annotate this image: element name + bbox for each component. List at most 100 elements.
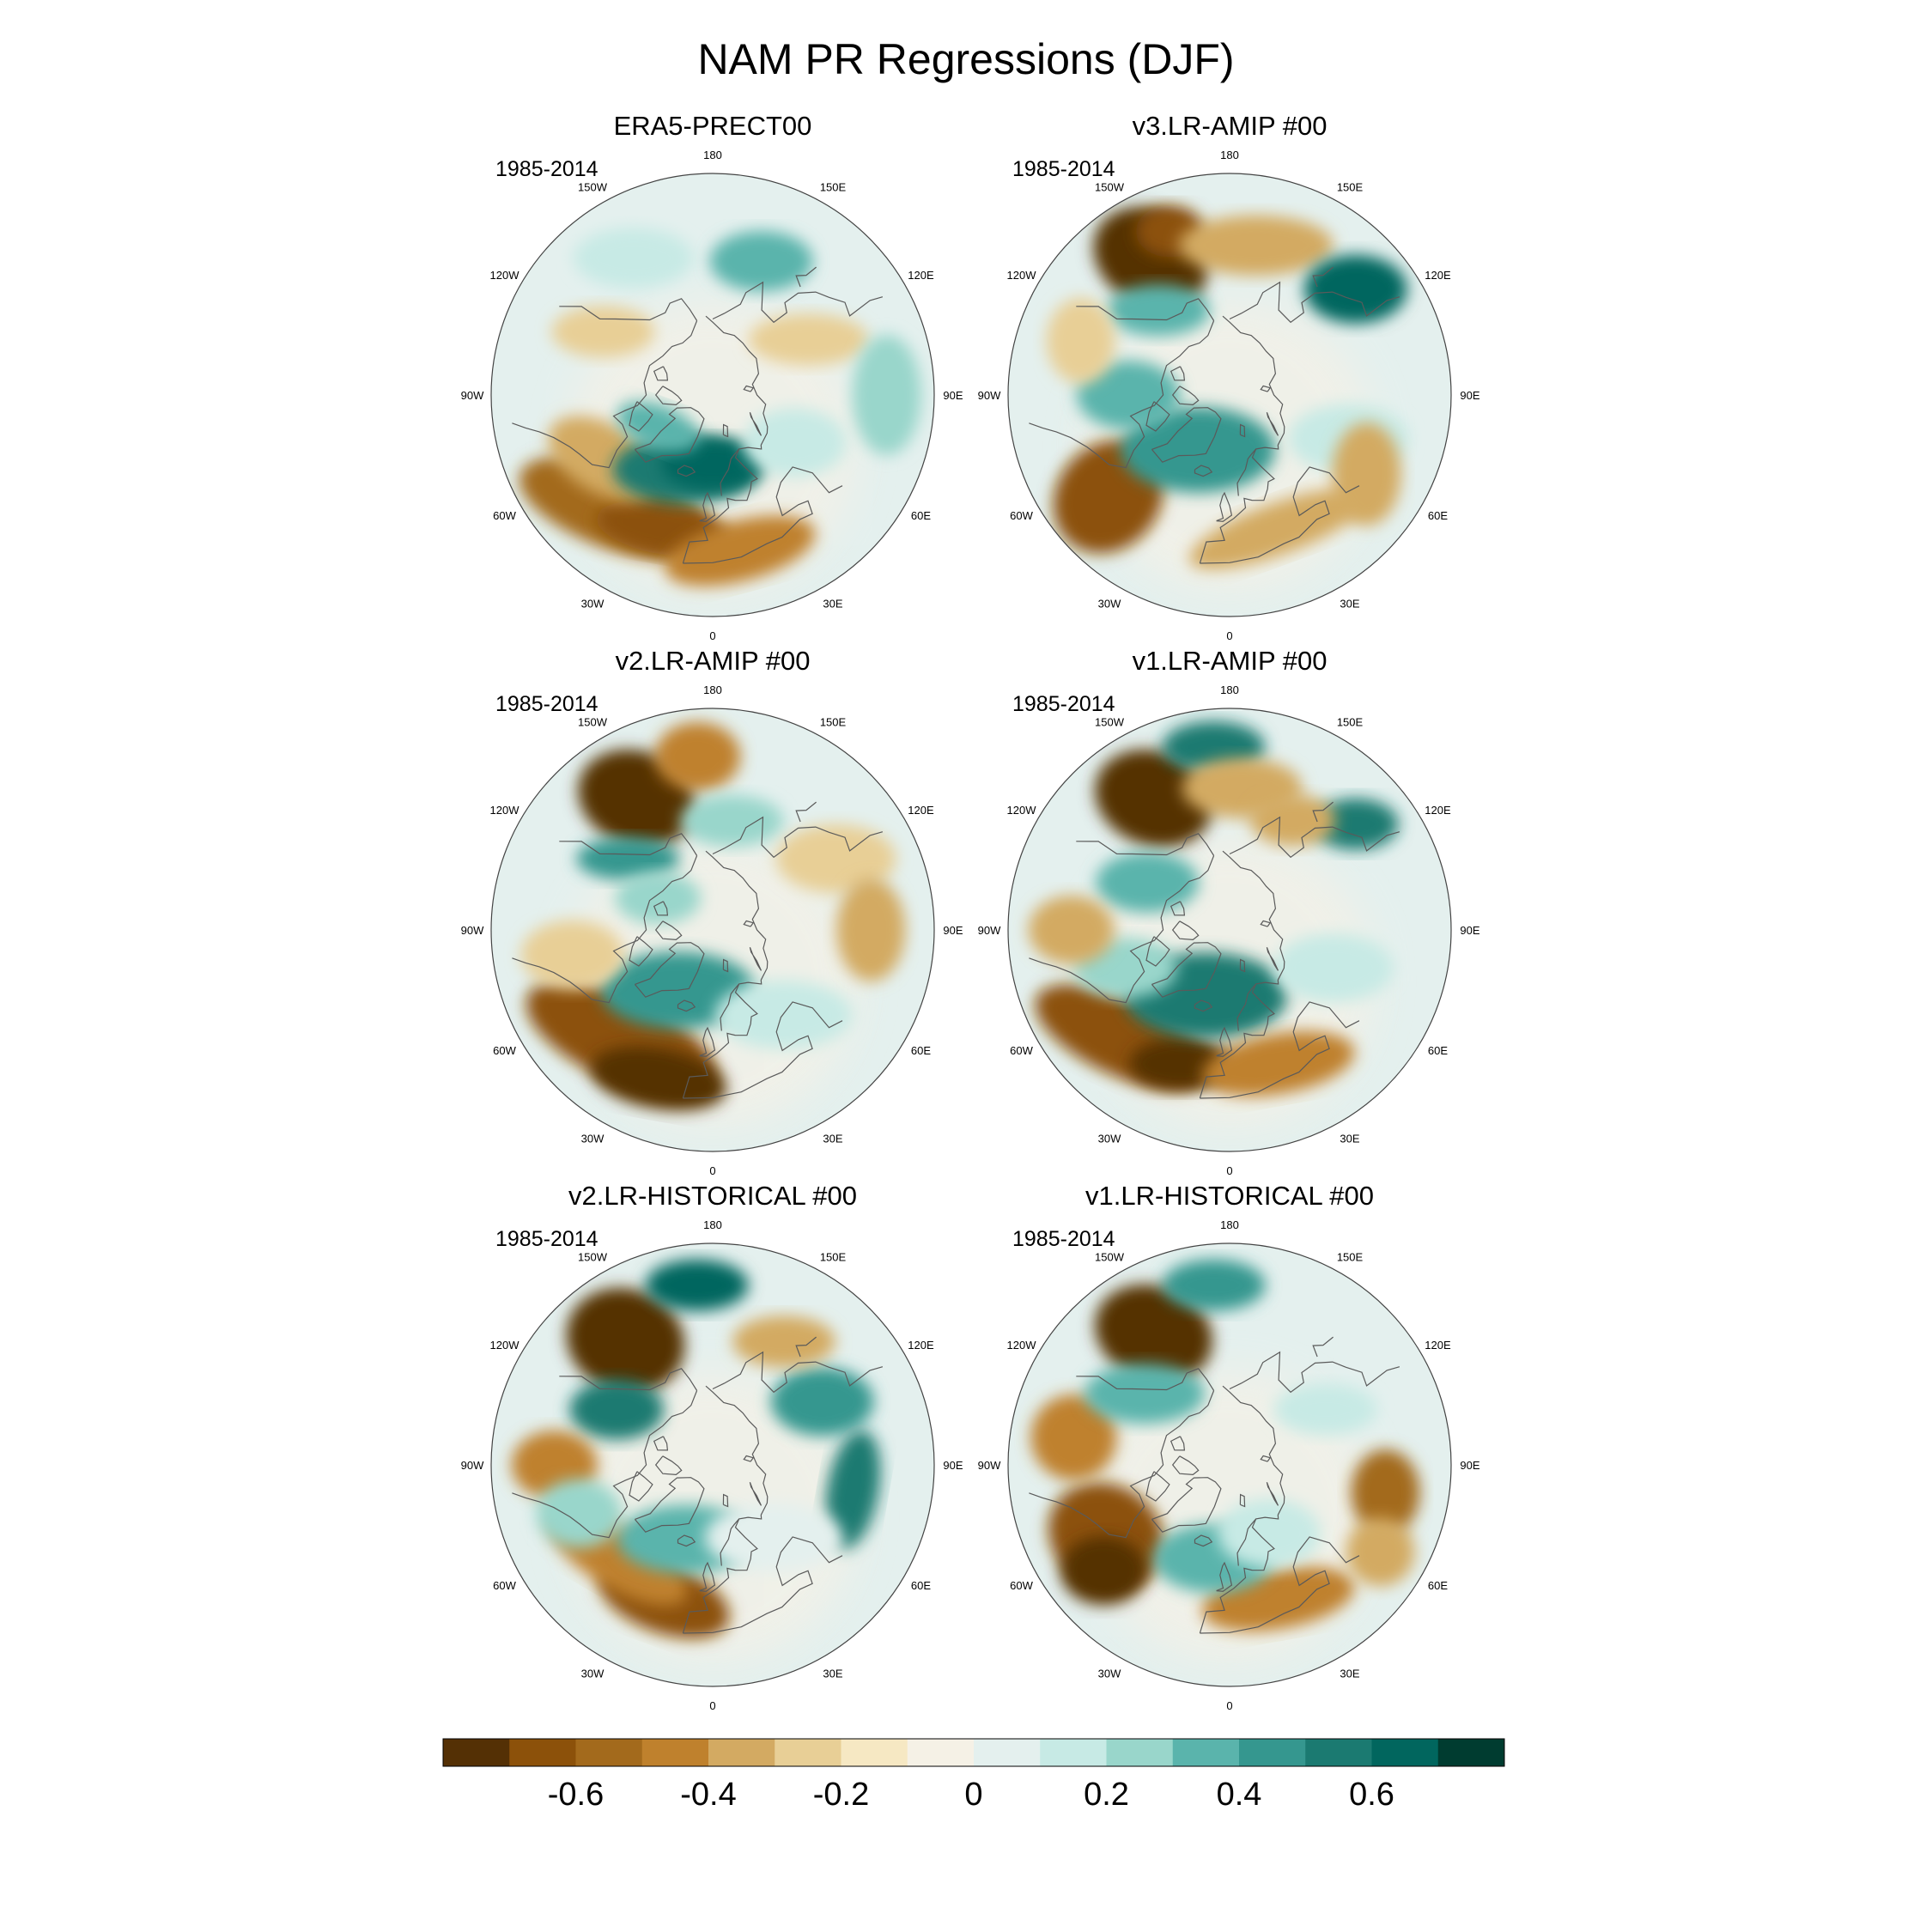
coastlines — [512, 801, 884, 1099]
coastlines — [512, 1336, 884, 1634]
coastline — [512, 1390, 698, 1539]
longitude-label: 120E — [1425, 1339, 1451, 1352]
coastline — [1236, 1518, 1257, 1566]
coastline — [1151, 407, 1222, 463]
coastline — [720, 983, 740, 1031]
anomaly-blob — [1028, 896, 1115, 964]
longitude-label: 120W — [490, 1339, 520, 1352]
coastline — [1200, 1001, 1360, 1099]
colorbar-swatch — [974, 1739, 1041, 1766]
longitude-label: 90E — [1460, 924, 1479, 937]
colorbar-swatch — [509, 1739, 576, 1766]
longitude-label: 150E — [820, 716, 847, 729]
longitude-label: 180 — [1220, 149, 1239, 161]
longitude-label: 30E — [823, 1667, 842, 1680]
coastline — [1260, 1455, 1272, 1462]
anomaly-blob — [1303, 254, 1407, 324]
longitude-label: 60W — [493, 509, 516, 522]
coastline — [683, 1001, 843, 1099]
coastline — [1229, 816, 1346, 859]
longitude-label: 180 — [703, 683, 722, 696]
longitude-label: 90W — [461, 1459, 484, 1472]
coastline — [699, 1026, 716, 1057]
coastline — [1199, 850, 1285, 1099]
longitude-label: 90E — [943, 1459, 963, 1472]
coastline — [677, 1534, 696, 1547]
colorbar-swatch — [1305, 1739, 1372, 1766]
map-panels: ERA5-PRECT00 1985-2014 180 150E 120E 90E 60E 30… — [461, 111, 1480, 1712]
regression-field — [491, 173, 934, 617]
coastline — [512, 320, 698, 469]
coastline — [1145, 1471, 1170, 1502]
coastline — [1194, 999, 1213, 1012]
longitude-label: 90W — [461, 924, 484, 937]
coastline — [1171, 920, 1200, 941]
coastline — [653, 366, 669, 381]
coastline — [1076, 298, 1215, 321]
anomaly-blob — [1084, 1364, 1206, 1425]
coastline — [683, 1536, 843, 1634]
anomaly-blob — [748, 313, 869, 366]
regression-field — [1008, 708, 1451, 1151]
longitude-label: 60E — [1428, 509, 1448, 522]
anomaly-blob — [569, 1379, 665, 1440]
coastline — [795, 801, 817, 823]
anomaly-blob — [520, 920, 624, 989]
longitude-label: 30W — [581, 1667, 605, 1680]
regression-field — [1008, 1243, 1451, 1686]
anomaly-blob — [825, 1430, 881, 1549]
coastline — [1312, 266, 1334, 288]
coastline — [749, 1481, 762, 1506]
coastline — [1346, 1366, 1400, 1387]
colorbar-swatch — [841, 1739, 908, 1766]
coastline — [712, 1351, 829, 1394]
longitude-label: 120E — [908, 269, 934, 282]
longitude-label: 30E — [1340, 1132, 1359, 1145]
anomaly-blob — [743, 408, 847, 477]
coastline — [1239, 423, 1246, 438]
coastline — [743, 1455, 755, 1462]
coastline — [1346, 831, 1400, 852]
coastline — [677, 999, 696, 1012]
anomaly-blob — [1346, 1517, 1415, 1587]
coastline — [1170, 901, 1186, 916]
panel-period: 1985-2014 — [1012, 692, 1115, 716]
coastline — [1229, 281, 1346, 324]
longitude-label: 150W — [578, 181, 608, 194]
coastline — [629, 936, 653, 967]
colorbar-tick-label: -0.4 — [680, 1777, 736, 1813]
colorbar-tick-label: -0.6 — [548, 1777, 604, 1813]
panel-period: 1985-2014 — [495, 157, 598, 181]
anomaly-blob — [566, 1287, 685, 1394]
anomaly-blob — [836, 878, 906, 981]
coastline — [1229, 1351, 1346, 1394]
longitude-label: 90E — [943, 389, 963, 402]
coastline — [1200, 466, 1360, 564]
longitude-label: 30E — [1340, 1667, 1359, 1680]
map-panel: v2.LR-AMIP #00 1985-2014 180 150E 120E 90E 60E… — [461, 646, 963, 1177]
longitude-label: 0 — [1226, 1164, 1232, 1177]
panel-period: 1985-2014 — [1012, 157, 1115, 181]
anomaly-blob — [1121, 406, 1276, 493]
longitude-label: 90W — [978, 924, 1001, 937]
anomaly-blob — [1332, 422, 1401, 526]
coastline — [634, 942, 705, 998]
longitude-label: 60W — [1010, 1044, 1033, 1057]
coastline — [559, 833, 698, 856]
colorbar-swatch — [641, 1739, 709, 1766]
coastline — [722, 423, 729, 438]
anomaly-blob — [852, 335, 921, 455]
colorbar-swatch — [775, 1739, 841, 1766]
coastline — [653, 1436, 669, 1451]
anomaly-blob — [1046, 297, 1115, 384]
anomaly-blob — [1178, 215, 1334, 276]
figure-title: NAM PR Regressions (DJF) — [697, 35, 1234, 83]
coastline — [720, 448, 740, 496]
coastline — [829, 296, 884, 317]
longitude-label: 150W — [578, 1251, 608, 1264]
coastline — [1216, 491, 1233, 522]
map-border — [1007, 708, 1452, 1152]
coastline — [1312, 1336, 1334, 1358]
colorbar-tick-label: 0 — [964, 1777, 982, 1813]
longitude-label: 60W — [1010, 509, 1033, 522]
